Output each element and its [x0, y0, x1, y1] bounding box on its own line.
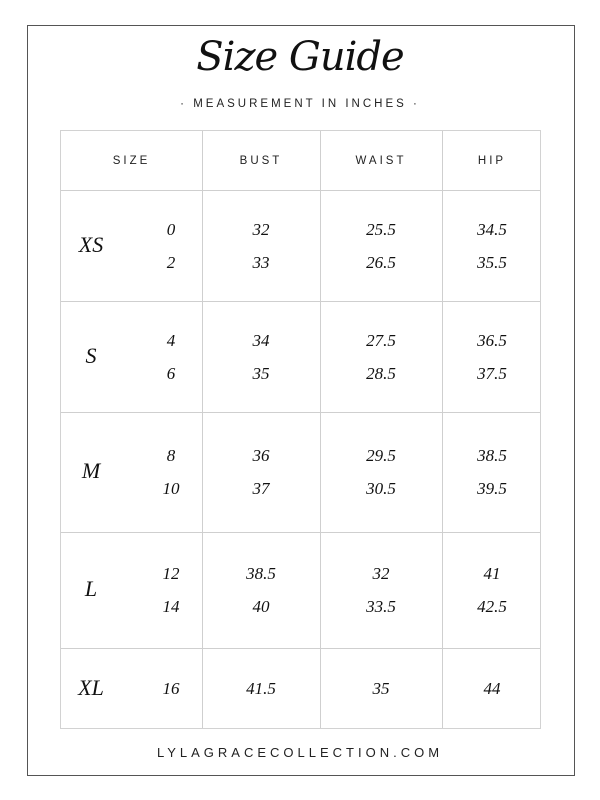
column-divider [202, 131, 203, 728]
size-number: 12 [162, 564, 180, 583]
table-row: S 4 6 34 35 27.5 28.5 36.5 37.5 [61, 301, 540, 412]
size-table: SIZE BUST WAIST HIP XS 0 2 32 33 25.5 26.5 34.5… [60, 130, 541, 729]
waist-value: 26.5 [366, 252, 396, 272]
size-number: 14 [162, 597, 180, 616]
row-divider [61, 648, 540, 649]
waist-value: 30.5 [366, 479, 396, 498]
bust-value: 41.5 [246, 679, 276, 698]
row-divider [61, 532, 540, 533]
row-divider [61, 301, 540, 302]
size-label: XS [78, 231, 104, 257]
size-number: 10 [162, 479, 180, 498]
table-row: XS 0 2 32 33 25.5 26.5 34.5 35.5 [61, 190, 540, 301]
waist-value: 33.5 [366, 597, 396, 616]
column-divider [442, 131, 443, 728]
size-label: L [84, 576, 98, 601]
page-title: Size Guide [196, 34, 404, 80]
header-bust: BUST [239, 155, 283, 167]
size-number: 0 [166, 219, 176, 239]
table-row: XL 16 41.5 35 44 [61, 648, 540, 729]
bust-value: 37 [252, 479, 270, 498]
size-label: M [81, 458, 101, 483]
waist-value: 35 [372, 679, 390, 698]
hip-value: 34.5 [477, 219, 507, 239]
hip-value: 36.5 [477, 330, 507, 350]
column-divider [320, 131, 321, 728]
bust-value: 35 [252, 363, 270, 383]
size-label: S [85, 342, 97, 368]
size-number: 6 [166, 363, 176, 383]
hip-value: 42.5 [477, 597, 507, 616]
size-number: 16 [162, 679, 180, 698]
website-footer: LYLAGRACECOLLECTION.COM [156, 745, 444, 760]
bust-value: 36 [252, 446, 270, 465]
bust-value: 32 [252, 219, 270, 239]
bust-value: 40 [252, 597, 270, 616]
waist-value: 25.5 [366, 219, 396, 239]
size-number: 4 [166, 330, 176, 350]
table-row: L 12 14 38.5 40 32 33.5 41 42.5 [61, 532, 540, 648]
waist-value: 29.5 [366, 446, 396, 465]
bust-value: 33 [252, 252, 270, 272]
header-waist: WAIST [355, 155, 407, 167]
hip-value: 37.5 [477, 363, 507, 383]
header-size: SIZE [112, 155, 151, 167]
hip-value: 44 [483, 679, 501, 698]
size-number: 2 [166, 252, 176, 272]
row-divider [61, 412, 540, 413]
waist-value: 32 [372, 564, 390, 583]
table-row: M 8 10 36 37 29.5 30.5 38.5 39.5 [61, 412, 540, 532]
row-divider [61, 190, 540, 191]
page-border [27, 25, 575, 776]
header-hip: HIP [477, 155, 507, 167]
hip-value: 39.5 [477, 479, 507, 498]
hip-value: 38.5 [477, 446, 507, 465]
bust-value: 34 [252, 330, 270, 350]
page-subtitle: · MEASUREMENT IN INCHES · [180, 98, 420, 110]
hip-value: 41 [483, 564, 501, 583]
waist-value: 27.5 [366, 330, 396, 350]
hip-value: 35.5 [477, 252, 507, 272]
size-label: XL [78, 674, 104, 700]
size-number: 8 [166, 446, 176, 465]
bust-value: 38.5 [246, 564, 276, 583]
waist-value: 28.5 [366, 363, 396, 383]
